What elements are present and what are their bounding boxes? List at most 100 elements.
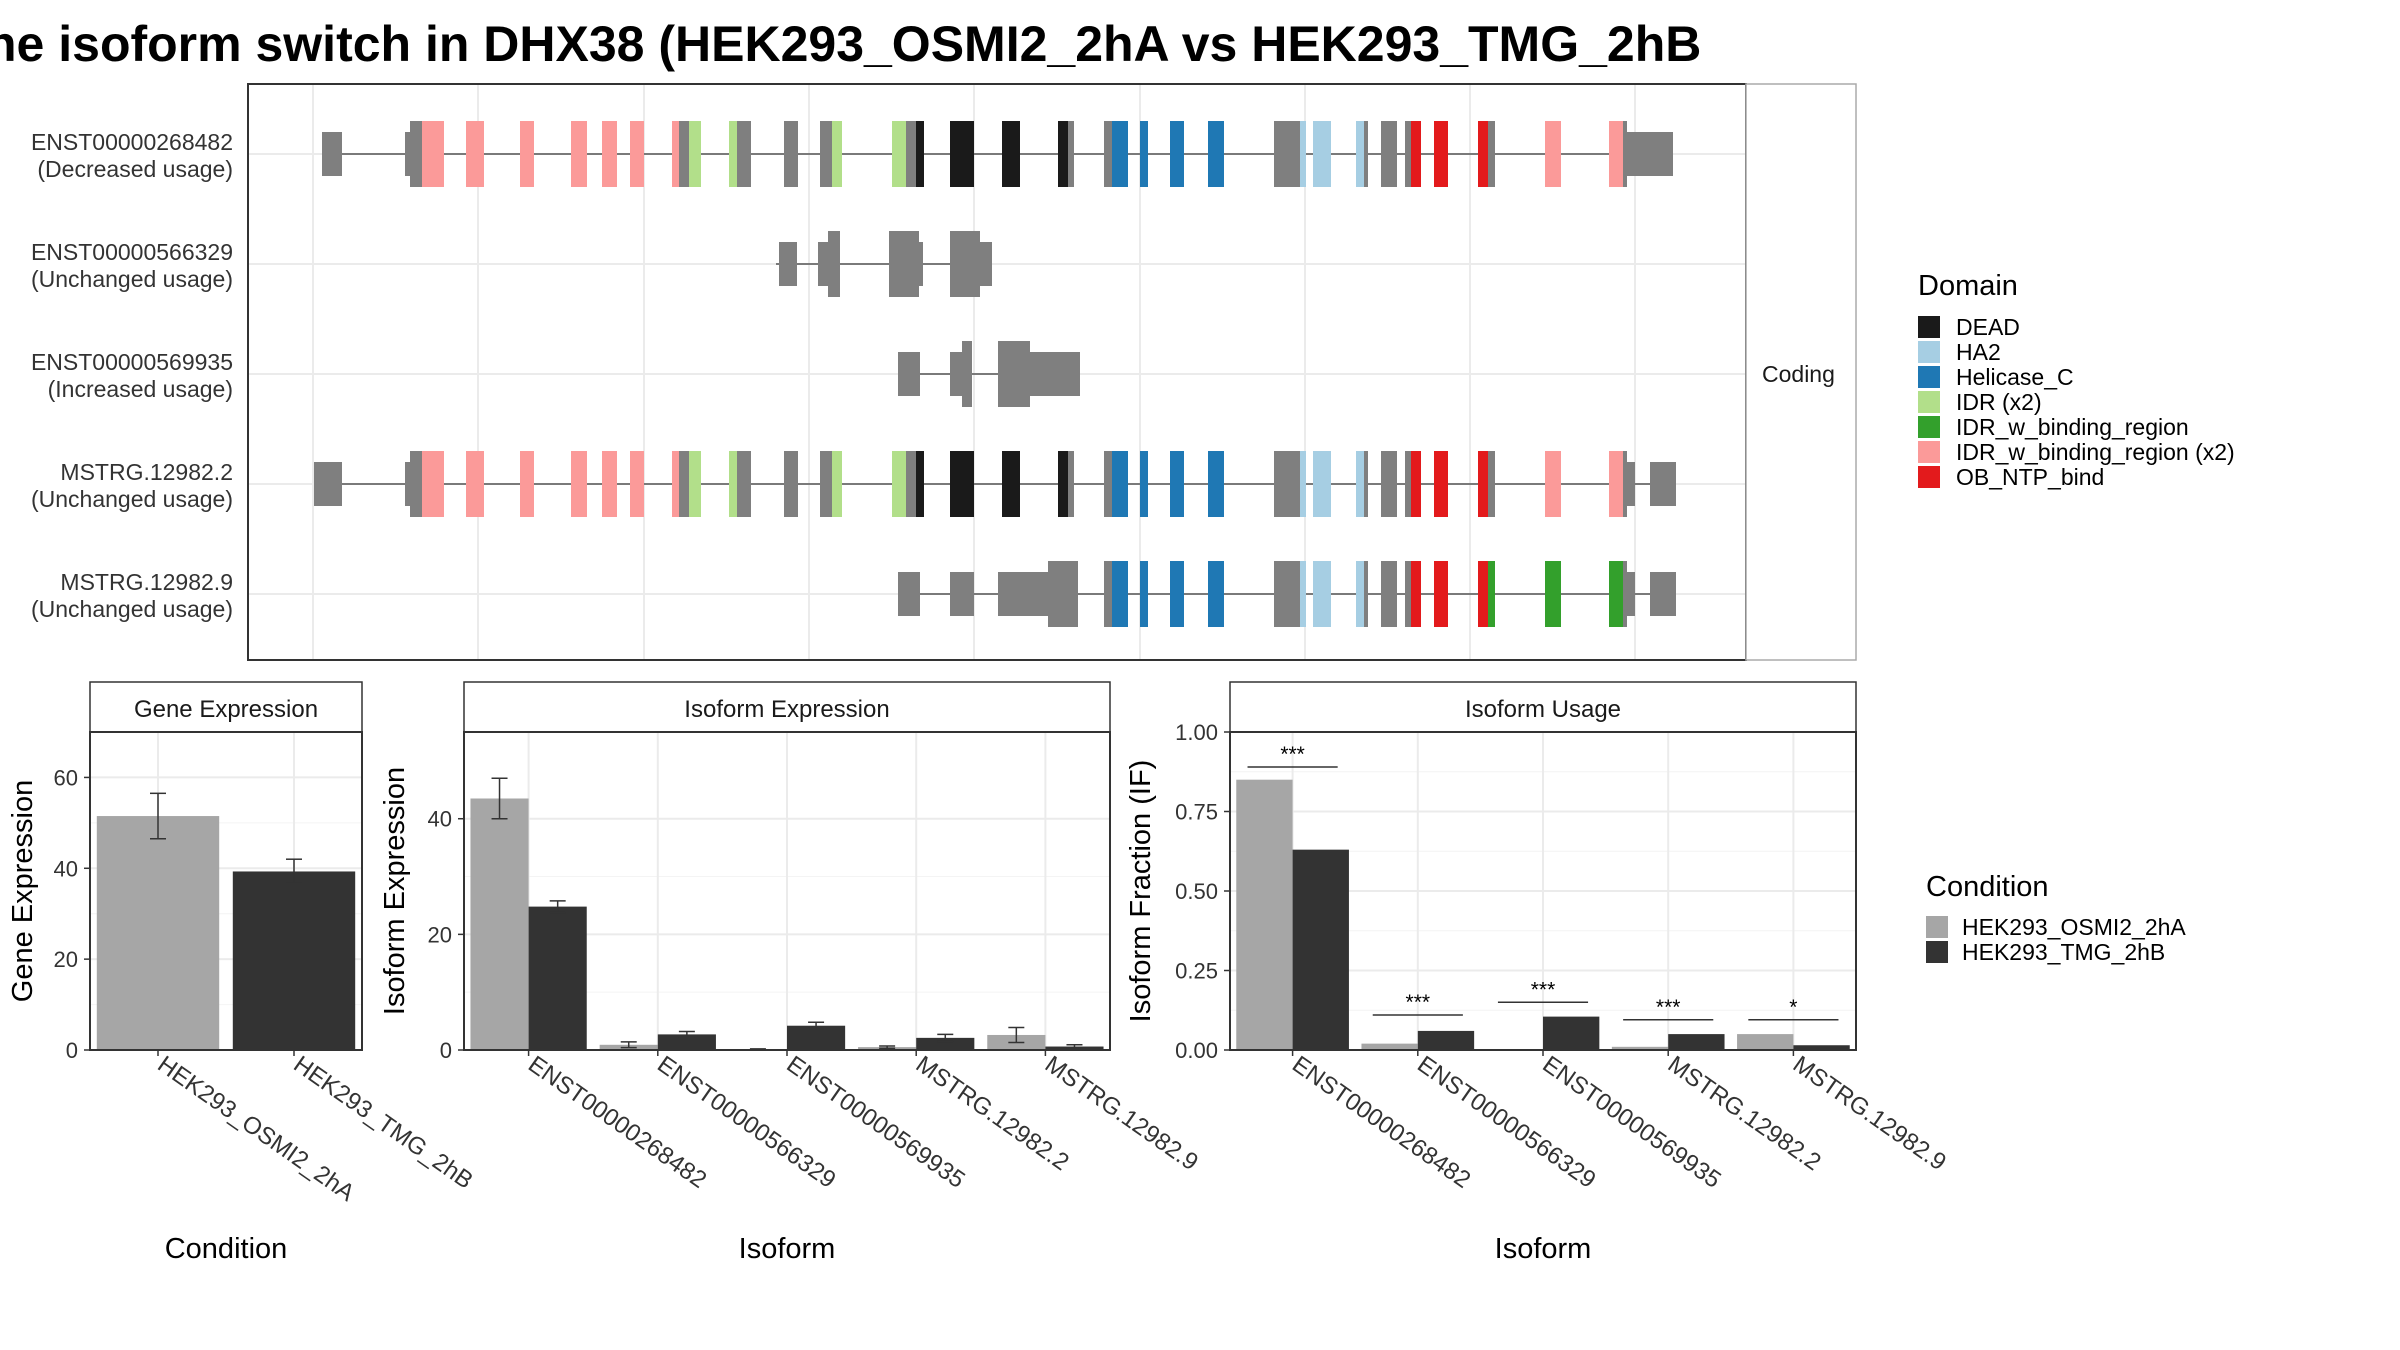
bar (470, 798, 529, 1050)
domain-legend-swatch (1918, 391, 1940, 413)
exon (1393, 121, 1397, 187)
bar (1292, 849, 1349, 1050)
exon (916, 451, 924, 517)
exon (1627, 132, 1673, 176)
y-tick-label: 20 (428, 922, 452, 947)
panel-strip (463, 681, 1111, 733)
exon (1048, 561, 1078, 627)
exon (1068, 121, 1074, 187)
exon (410, 121, 422, 187)
panel-strip-label: Isoform Expression (684, 696, 889, 723)
exon (1170, 561, 1184, 627)
y-tick-label: 40 (54, 856, 78, 881)
exon (962, 341, 972, 407)
domain-legend-swatch (1918, 441, 1940, 463)
significance-label: *** (1280, 743, 1305, 766)
exon (737, 451, 751, 517)
domain-legend-swatch (1918, 416, 1940, 438)
exon (1478, 451, 1488, 517)
exon (571, 121, 587, 187)
y-tick-label: 60 (54, 765, 78, 790)
exon (1411, 451, 1421, 517)
domain-legend-title: Domain (1918, 270, 2018, 302)
plot-border (89, 731, 363, 1051)
exon (689, 121, 701, 187)
exon (1274, 121, 1294, 187)
domain-legend-label: OB_NTP_bind (1956, 464, 2104, 490)
domain-legend-label: IDR (x2) (1956, 389, 2042, 415)
exon (892, 451, 906, 517)
transcript-status-label: (Unchanged usage) (31, 266, 233, 292)
exon (1381, 121, 1393, 187)
domain-legend-label: IDR_w_binding_region (1956, 414, 2189, 440)
bar (1793, 1045, 1850, 1050)
exon (1545, 561, 1561, 627)
exon (1274, 451, 1294, 517)
y-tick-label: 0.00 (1175, 1038, 1218, 1063)
exon (405, 132, 413, 176)
exon (1650, 462, 1676, 506)
y-axis-title: Isoform Expression (379, 767, 411, 1015)
exon (1434, 561, 1448, 627)
exon (422, 451, 444, 517)
exon (818, 242, 828, 286)
exon (950, 352, 962, 396)
exon (898, 352, 920, 396)
exon (1208, 561, 1224, 627)
y-tick-label: 1.00 (1175, 720, 1218, 745)
exon (950, 231, 980, 297)
bar (1668, 1034, 1725, 1050)
transcript-id-label: MSTRG.12982.2 (60, 459, 233, 485)
transcript-status-label: (Increased usage) (48, 376, 233, 402)
exon (828, 231, 840, 297)
exon (1294, 451, 1300, 517)
exon (1381, 561, 1393, 627)
exon (980, 242, 992, 286)
significance-label: *** (1656, 996, 1681, 1019)
exon (679, 451, 689, 517)
transcript-id-label: ENST00000569935 (31, 349, 233, 375)
transcript-status-label: (Unchanged usage) (31, 486, 233, 512)
panel-strip-label: Gene Expression (134, 696, 318, 723)
panel-strip-label: Isoform Usage (1465, 696, 1621, 723)
domain-legend-swatch (1918, 316, 1940, 338)
exon (729, 451, 737, 517)
exon (1300, 121, 1306, 187)
facet-strip-label: Coding (1762, 361, 1835, 387)
y-tick-label: 0 (66, 1038, 78, 1063)
bar (232, 871, 356, 1050)
exon (1434, 121, 1448, 187)
significance-label: *** (1531, 978, 1556, 1001)
transcript-status-label: (Decreased usage) (37, 156, 233, 182)
significance-label: * (1789, 996, 1797, 1019)
exon (832, 121, 842, 187)
exon (1488, 121, 1495, 187)
y-tick-label: 0.50 (1175, 879, 1218, 904)
transcript-id-label: ENST00000268482 (31, 129, 233, 155)
exon (898, 572, 920, 616)
condition-legend-swatch (1926, 916, 1948, 938)
domain-legend-label: HA2 (1956, 339, 2001, 365)
exon (1488, 561, 1495, 627)
bar (96, 816, 220, 1050)
exon (1393, 561, 1397, 627)
exon (1208, 451, 1224, 517)
bar (1543, 1016, 1600, 1050)
bar (1737, 1034, 1794, 1050)
exon (602, 451, 617, 517)
exon (1545, 121, 1561, 187)
exon (906, 121, 916, 187)
y-axis-title: Isoform Fraction (IF) (1125, 760, 1157, 1023)
exon (1356, 451, 1364, 517)
transcript-status-label: (Unchanged usage) (31, 596, 233, 622)
gene-structure-panel (248, 84, 1746, 660)
exon (998, 572, 1048, 616)
exon (1170, 451, 1184, 517)
exon (1112, 561, 1128, 627)
panel-strip (89, 681, 363, 733)
y-tick-label: 20 (54, 947, 78, 972)
exon (1627, 572, 1635, 616)
exon (571, 451, 587, 517)
exon (1112, 451, 1128, 517)
